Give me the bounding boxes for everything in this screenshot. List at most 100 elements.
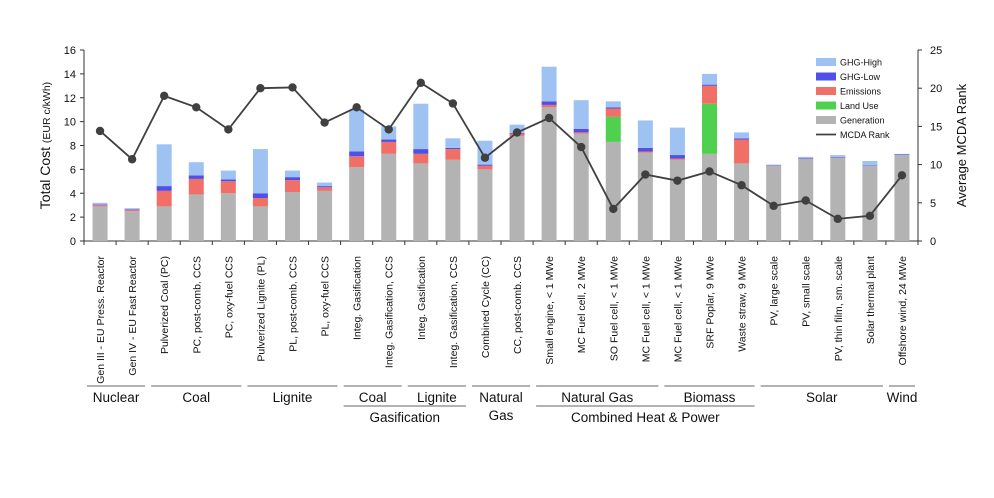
rank-point bbox=[512, 128, 522, 137]
bar-segment-generation bbox=[669, 159, 685, 241]
category-label: Small engine, < 1 MWe bbox=[544, 256, 556, 365]
rank-point bbox=[544, 113, 554, 123]
legend-label: Emissions bbox=[840, 87, 882, 97]
category-label: PC, oxy-fuel CCS bbox=[223, 256, 235, 338]
bar-segment-ghg-high bbox=[734, 132, 750, 139]
bar-segment-ghg-high bbox=[830, 155, 846, 157]
bar-segment-ghg-high bbox=[862, 161, 878, 166]
rank-point bbox=[705, 167, 714, 176]
legend: GHG-High GHG-Low Emissions Land Use Generati… bbox=[816, 58, 890, 140]
bar-segment-ghg-high bbox=[317, 182, 333, 187]
bar-segment-ghg-high bbox=[349, 109, 365, 152]
legend-label: MCDA Rank bbox=[840, 130, 890, 140]
bar-segment-generation bbox=[702, 153, 717, 241]
rank-point bbox=[127, 155, 137, 164]
bar-segment-ghg-high bbox=[702, 73, 717, 85]
bar-segment-generation bbox=[830, 157, 846, 241]
y-axis-left-label-main: Total Cost bbox=[37, 143, 53, 209]
bar-segment-ghg-low bbox=[862, 165, 878, 166]
bar-segment-emissions bbox=[124, 209, 140, 212]
bar-segment-ghg-low bbox=[413, 149, 429, 154]
rank-point bbox=[95, 126, 105, 136]
legend-swatch bbox=[816, 72, 836, 81]
bar-segment-emissions bbox=[637, 151, 653, 153]
group-label: Lignite bbox=[417, 390, 457, 405]
bar-segment-ghg-high bbox=[798, 156, 814, 159]
bar-segment-ghg-high bbox=[92, 202, 108, 205]
rank-point bbox=[897, 171, 907, 180]
bar-segment-emissions bbox=[541, 104, 557, 108]
rank-point bbox=[865, 211, 875, 220]
rank-polyline bbox=[99, 81, 903, 220]
supergroup-label: Combined Heat & Power bbox=[571, 410, 720, 425]
bar-segment-generation bbox=[637, 152, 653, 241]
category-label: PV, small scale bbox=[801, 256, 813, 327]
rank-point bbox=[833, 214, 843, 224]
bar-segment-generation bbox=[92, 206, 108, 241]
bar-segment-emissions bbox=[669, 158, 685, 160]
bar-segment-ghg-high bbox=[894, 153, 910, 155]
supergroup-label: Gasification bbox=[369, 410, 440, 425]
y-tick-label-left: 8 bbox=[70, 141, 76, 153]
group-label: Biomass bbox=[684, 390, 736, 405]
bar-segment-emissions bbox=[220, 181, 236, 194]
legend-label: GHG-Low bbox=[840, 72, 881, 82]
category-label: Pulverized Coal (PC) bbox=[159, 256, 171, 354]
bar-segment-ghg-high bbox=[124, 208, 140, 210]
bar-segment-land-use bbox=[702, 103, 717, 154]
bar-segment-ghg-high bbox=[637, 120, 653, 148]
bar-segment-ghg-low bbox=[252, 193, 268, 199]
category-label: PV, large scale bbox=[769, 256, 781, 326]
category-label: Integ. Gasification, CCS bbox=[448, 256, 460, 368]
bar-segment-ghg-low bbox=[669, 155, 685, 159]
bar-segment-emissions bbox=[477, 165, 493, 170]
group-label: Wind bbox=[887, 390, 918, 405]
bar-segment-ghg-low bbox=[766, 165, 782, 166]
bar-segment-ghg-high bbox=[766, 164, 782, 166]
rank-point bbox=[769, 201, 778, 211]
bar-segment-emissions bbox=[445, 149, 461, 160]
rank-point bbox=[288, 83, 297, 92]
bar-segment-generation bbox=[413, 163, 429, 241]
bar-segment-generation bbox=[317, 190, 333, 241]
rank-point bbox=[801, 196, 810, 205]
legend-swatch bbox=[816, 58, 836, 66]
y-tick-label-left: 0 bbox=[70, 236, 76, 248]
bar-segment-ghg-low bbox=[734, 138, 750, 140]
category-label: MC Fuel cell, < 1 MWe bbox=[640, 256, 652, 362]
rank-point bbox=[256, 84, 265, 93]
bar-segment-ghg-high bbox=[220, 170, 236, 180]
bar-segment-ghg-low bbox=[188, 175, 204, 179]
y-axis-left-label-unit: (EUR c/kWh) bbox=[41, 82, 53, 143]
y-tick-label-right: 5 bbox=[930, 198, 936, 210]
bar-segment-emissions bbox=[381, 141, 397, 154]
bar-segment-ghg-high bbox=[605, 101, 621, 108]
bar-segment-emissions bbox=[317, 187, 333, 191]
y-tick-label-left: 4 bbox=[70, 188, 76, 200]
group-label: Natural Gas bbox=[561, 390, 633, 405]
bar-segment-emissions bbox=[702, 85, 717, 104]
bar-segment-generation bbox=[124, 211, 140, 241]
bar-segment-ghg-low bbox=[637, 147, 653, 152]
bar-segment-ghg-low bbox=[894, 154, 910, 156]
bar-segment-generation bbox=[862, 165, 878, 241]
bar-segment-ghg-low bbox=[124, 209, 140, 210]
rank-point bbox=[673, 176, 682, 185]
bar-segment-emissions bbox=[92, 205, 108, 207]
category-label: Integ. Gasification bbox=[416, 256, 428, 340]
legend-swatch bbox=[816, 101, 836, 110]
category-label: Combined Cycle (CC) bbox=[480, 256, 492, 358]
category-label: PL, oxy-fuel CCS bbox=[320, 256, 332, 337]
category-labels: Gen III - EU Press. Reactor Gen IV - EU F… bbox=[83, 241, 919, 384]
legend-swatch bbox=[816, 87, 836, 95]
bar-segment-generation bbox=[509, 135, 525, 241]
category-label: PC, post-comb. CCS bbox=[191, 256, 203, 353]
group-label: Coal bbox=[359, 390, 387, 405]
bar-segment-ghg-high bbox=[285, 170, 300, 178]
bar-segment-emissions bbox=[252, 198, 268, 207]
bar-segment-generation bbox=[605, 141, 621, 241]
y-tick-label-right: 10 bbox=[930, 160, 942, 172]
group-label: Lignite bbox=[273, 390, 313, 405]
y-tick-label-right: 0 bbox=[930, 236, 936, 248]
rank-point bbox=[737, 181, 746, 190]
